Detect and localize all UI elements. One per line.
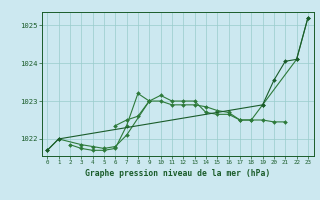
X-axis label: Graphe pression niveau de la mer (hPa): Graphe pression niveau de la mer (hPa)	[85, 169, 270, 178]
